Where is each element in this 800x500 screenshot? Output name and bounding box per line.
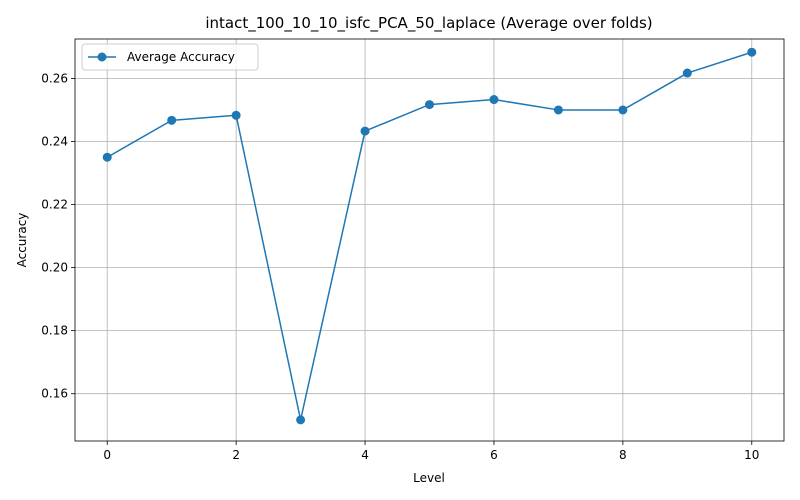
y-tick-label: 0.24 <box>41 134 68 148</box>
y-axis-label: Accuracy <box>15 213 29 268</box>
legend-marker-swatch <box>97 52 107 62</box>
x-tick-label: 8 <box>619 448 627 462</box>
grid <box>75 39 784 441</box>
data-point <box>167 115 177 125</box>
data-point <box>553 105 563 115</box>
legend-box <box>81 43 259 71</box>
chart-title: intact_100_10_10_isfc_PCA_50_laplace (Av… <box>205 14 652 33</box>
data-point <box>489 95 499 105</box>
data-point <box>231 110 241 120</box>
x-tick-label: 10 <box>744 448 759 462</box>
y-tick-label: 0.20 <box>41 261 68 275</box>
plot-area-frame <box>74 38 785 442</box>
x-axis-label: Level <box>413 471 445 485</box>
y-tick-label: 0.26 <box>41 71 68 85</box>
x-tick-label: 6 <box>490 448 498 462</box>
legend-entry-average-accuracy: Average Accuracy <box>127 50 235 64</box>
x-tick-label: 4 <box>361 448 369 462</box>
data-point <box>360 126 370 136</box>
series-layer <box>102 47 757 425</box>
y-axis-ticks: 0.16 0.18 0.20 0.22 0.24 0.26 <box>41 71 75 401</box>
y-tick-label: 0.16 <box>41 387 68 401</box>
data-point <box>296 415 306 425</box>
y-tick-label: 0.18 <box>41 324 68 338</box>
legend: Average Accuracy <box>81 43 259 71</box>
x-tick-label: 0 <box>103 448 111 462</box>
x-tick-label: 2 <box>232 448 240 462</box>
data-point <box>682 68 692 78</box>
data-point <box>102 152 112 162</box>
x-axis-ticks: 0 2 4 6 8 10 <box>103 441 759 462</box>
data-point <box>747 47 757 57</box>
data-point <box>425 100 434 110</box>
data-point <box>618 105 628 115</box>
y-tick-label: 0.22 <box>41 198 68 212</box>
